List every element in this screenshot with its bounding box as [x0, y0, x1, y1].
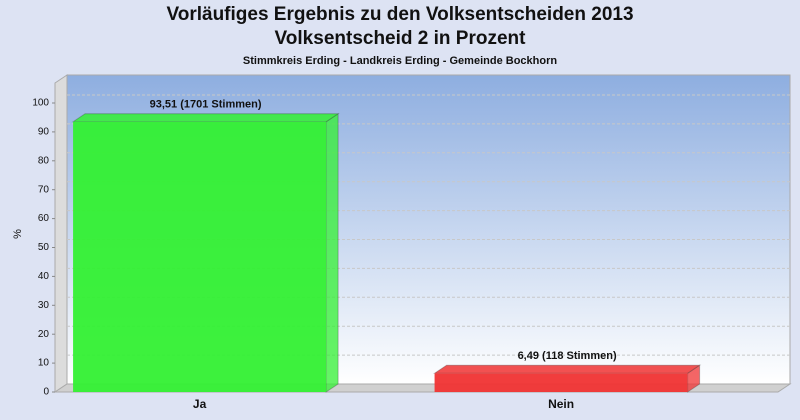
- y-tick-label: 70: [38, 184, 50, 195]
- y-tick-label: 0: [43, 387, 49, 398]
- y-tick-label: 60: [38, 213, 50, 224]
- y-tick-label: 10: [38, 358, 50, 369]
- bar: [434, 373, 688, 392]
- y-tick-label: 40: [38, 271, 50, 282]
- chart-title: Volksentscheid 2 in Prozent: [275, 28, 527, 49]
- y-tick-label: 50: [38, 242, 50, 253]
- x-tick-label: Ja: [193, 397, 207, 411]
- y-tick-label: 90: [38, 127, 50, 138]
- y-axis-label: %: [12, 229, 24, 239]
- bar-side: [325, 112, 339, 393]
- x-tick-label: Nein: [548, 397, 574, 411]
- value-label: 93,51 (1701 Stimmen): [150, 99, 262, 111]
- bar: [73, 121, 327, 392]
- y-tick-label: 30: [38, 300, 50, 311]
- chart-title: Vorläufiges Ergebnis zu den Volksentsche…: [166, 4, 633, 25]
- y-tick-label: 100: [32, 98, 49, 109]
- bar-top: [71, 113, 340, 123]
- chart-subtitle: Stimmkreis Erding - Landkreis Erding - G…: [243, 55, 557, 67]
- y-tick-label: 80: [38, 155, 50, 166]
- y-tick-label: 20: [38, 329, 50, 340]
- value-label: 6,49 (118 Stimmen): [518, 350, 617, 362]
- plot-side-wall: [54, 74, 68, 393]
- bar-top: [432, 364, 702, 374]
